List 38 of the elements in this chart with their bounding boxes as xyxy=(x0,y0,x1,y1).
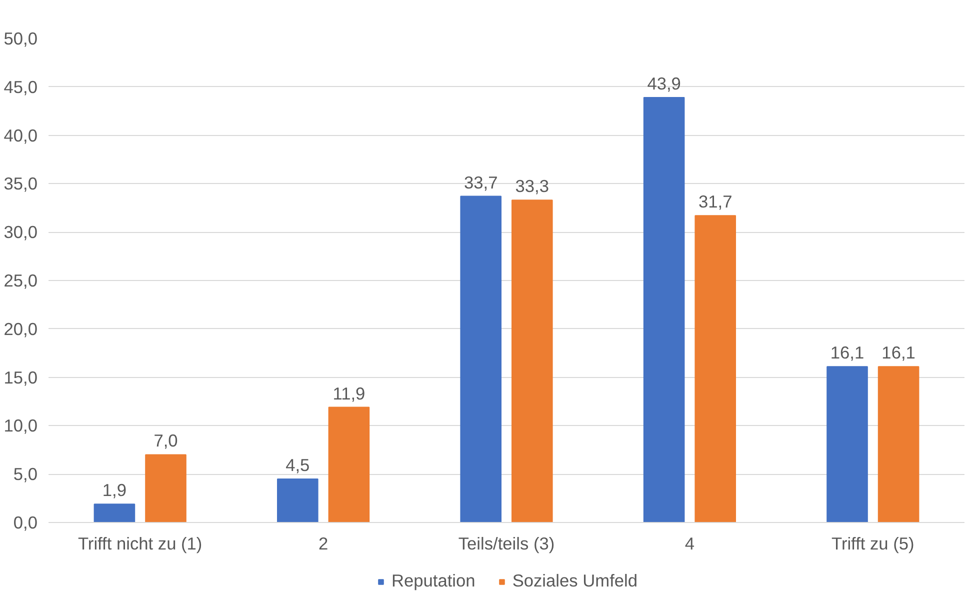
bar xyxy=(145,454,186,522)
y-tick-label: 25,0 xyxy=(4,270,38,290)
data-label: 43,9 xyxy=(647,74,681,94)
data-label: 16,1 xyxy=(882,342,916,363)
x-tick-label: 4 xyxy=(684,534,695,554)
bar xyxy=(694,215,736,522)
y-tick-label: 45,0 xyxy=(4,76,38,97)
legend-label: Soziales Umfeld xyxy=(512,570,638,592)
bar xyxy=(878,366,920,522)
data-label: 33,7 xyxy=(464,172,498,192)
data-label: 1,9 xyxy=(102,480,126,500)
bar xyxy=(460,196,502,522)
data-label: 4,5 xyxy=(286,454,310,475)
x-tick-label: Trifft zu (5) xyxy=(832,534,914,554)
bar xyxy=(328,406,370,522)
bar xyxy=(511,200,553,522)
data-label: 31,7 xyxy=(698,192,732,212)
y-tick-label: 35,0 xyxy=(4,174,38,194)
y-tick-label: 10,0 xyxy=(4,416,38,436)
y-tick-label: 5,0 xyxy=(13,464,38,484)
y-tick-label: 30,0 xyxy=(4,222,38,242)
x-tick-label: 2 xyxy=(318,534,328,554)
y-tick-label: 0,0 xyxy=(13,512,38,532)
y-tick-label: 20,0 xyxy=(4,318,38,339)
bar xyxy=(277,478,318,522)
data-label: 16,1 xyxy=(830,342,864,363)
x-tick-label: Teils/teils (3) xyxy=(458,534,555,554)
bar xyxy=(826,366,868,522)
data-label: 7,0 xyxy=(154,430,178,451)
legend-label: Reputation xyxy=(391,570,476,592)
bar xyxy=(643,97,685,522)
y-tick-label: 40,0 xyxy=(4,125,38,146)
data-label: 11,9 xyxy=(332,383,366,404)
x-tick-label: Trifft nicht zu (1) xyxy=(78,534,202,554)
y-tick-label: 15,0 xyxy=(4,367,38,388)
y-tick-label: 50,0 xyxy=(4,28,38,48)
data-label: 33,3 xyxy=(515,176,550,196)
bar xyxy=(94,504,136,522)
